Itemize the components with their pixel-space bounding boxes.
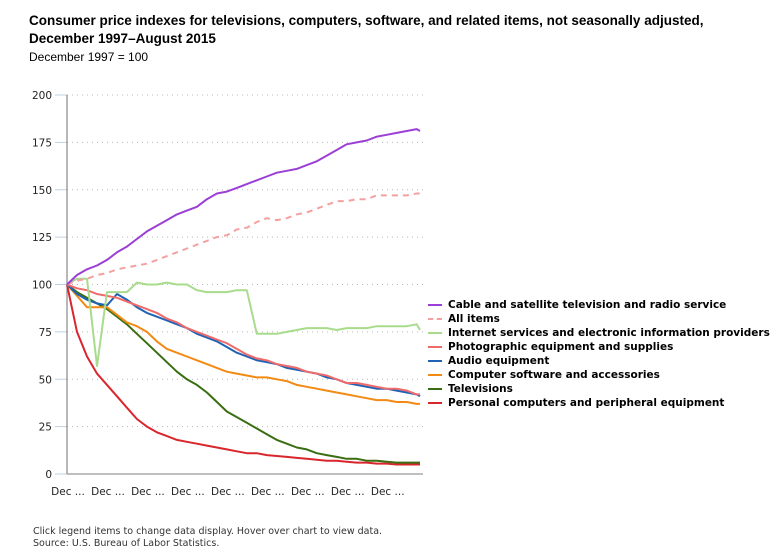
series-lines	[66, 128, 421, 466]
legend-label: Audio equipment	[448, 355, 550, 367]
y-tick-label: 125	[32, 232, 52, 244]
legend-swatch	[428, 374, 442, 376]
x-tick-label: Dec ...	[131, 486, 165, 498]
y-tick-label: 100	[32, 280, 52, 292]
legend-item[interactable]: Televisions	[428, 382, 770, 396]
footer-source: Source: U.S. Bureau of Labor Statistics.	[33, 538, 220, 549]
series-line-4[interactable]	[66, 283, 421, 398]
legend-swatch	[428, 346, 442, 348]
x-tick-label: Dec ...	[371, 486, 405, 498]
legend-label: Cable and satellite television and radio…	[448, 299, 727, 311]
legend-item[interactable]: Computer software and accessories	[428, 368, 770, 382]
legend-item[interactable]: All items	[428, 312, 770, 326]
series-line-6[interactable]	[66, 283, 420, 464]
y-tick-label: 50	[39, 374, 52, 386]
x-tick-label: Dec ...	[91, 486, 125, 498]
legend: Cable and satellite television and radio…	[428, 298, 770, 410]
legend-item[interactable]: Personal computers and peripheral equipm…	[428, 396, 770, 410]
y-tick-label: 75	[39, 327, 52, 339]
legend-swatch	[428, 318, 442, 320]
x-tick-label: Dec ...	[211, 486, 245, 498]
series-line-2[interactable]	[66, 277, 421, 367]
series-line-3[interactable]	[66, 283, 420, 396]
legend-item[interactable]: Photographic equipment and supplies	[428, 340, 770, 354]
legend-label: Internet services and electronic informa…	[448, 327, 770, 339]
y-tick-label: 150	[32, 185, 52, 197]
footer-note: Click legend items to change data displa…	[33, 526, 383, 537]
y-tick-label: 200	[32, 90, 52, 102]
legend-swatch	[428, 332, 442, 334]
x-tick-label: Dec ...	[171, 486, 205, 498]
legend-label: Televisions	[448, 383, 513, 395]
x-tick-label: Dec ...	[251, 486, 285, 498]
y-tick-label: 175	[32, 137, 52, 149]
gridlines	[67, 94, 423, 428]
legend-label: Computer software and accessories	[448, 369, 660, 381]
legend-item[interactable]: Internet services and electronic informa…	[428, 326, 770, 340]
footer: Click legend items to change data displa…	[33, 526, 382, 550]
x-tick-label: Dec ...	[331, 486, 365, 498]
y-tick-label: 0	[45, 469, 52, 481]
legend-swatch	[428, 304, 442, 306]
legend-label: Photographic equipment and supplies	[448, 341, 674, 353]
x-tick-label: Dec ...	[291, 486, 325, 498]
y-tick-label: 25	[39, 422, 52, 434]
y-axis: 0 25 50 75 100 125 150 175 200	[32, 90, 68, 481]
series-line-0[interactable]	[66, 128, 421, 286]
series-line-5[interactable]	[66, 283, 420, 405]
series-line-1[interactable]	[66, 192, 420, 286]
legend-swatch	[428, 402, 442, 404]
legend-item[interactable]: Audio equipment	[428, 354, 770, 368]
x-tick-label: Dec ...	[51, 486, 85, 498]
series-line-7[interactable]	[66, 284, 420, 466]
legend-swatch	[428, 388, 442, 390]
chart-subtitle: December 1997 = 100	[29, 50, 149, 64]
legend-label: All items	[448, 313, 500, 325]
legend-label: Personal computers and peripheral equipm…	[448, 397, 725, 409]
legend-swatch	[428, 360, 442, 362]
chart-title: Consumer price indexes for televisions, …	[29, 13, 704, 46]
x-axis: Dec ... Dec ... Dec ... Dec ... Dec ... Dec .…	[51, 473, 423, 498]
legend-item[interactable]: Cable and satellite television and radio…	[428, 298, 770, 312]
